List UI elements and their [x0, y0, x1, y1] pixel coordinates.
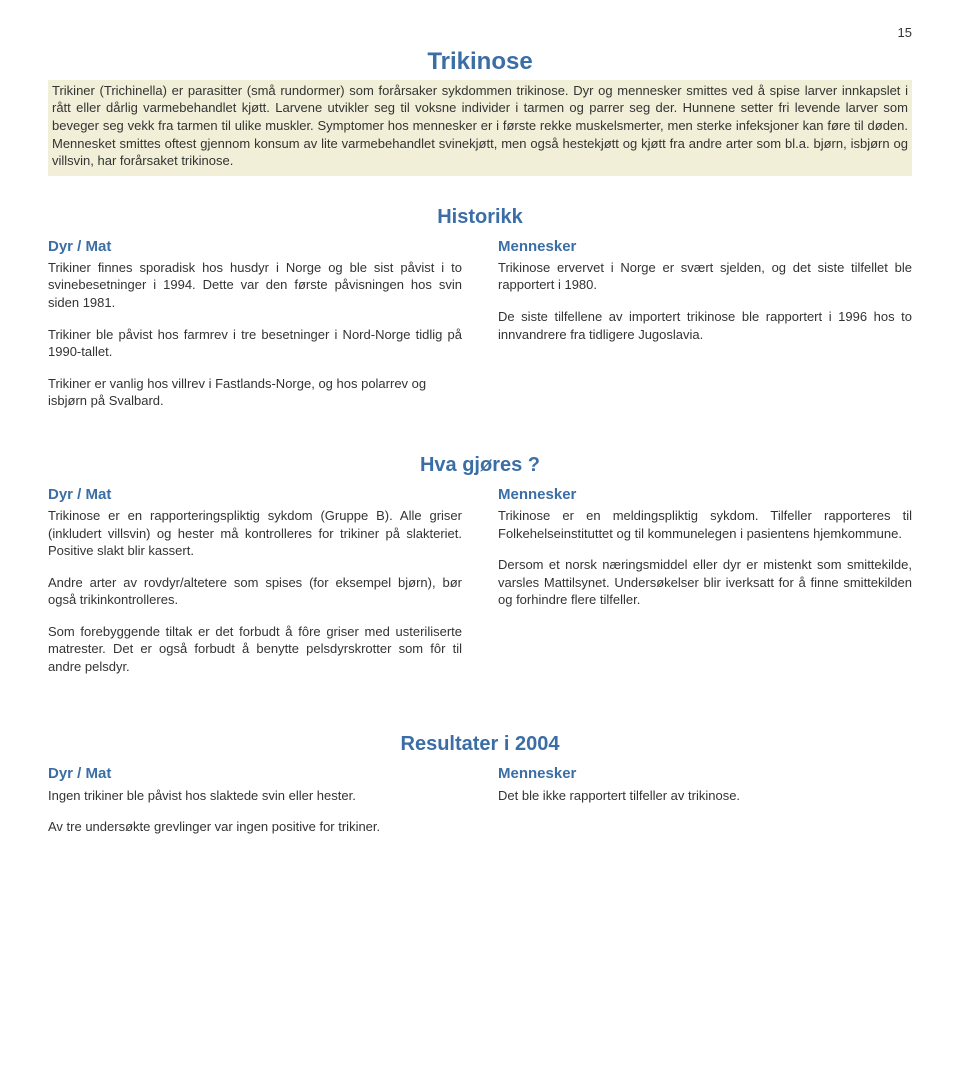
resultater-columns: Dyr / Mat Ingen trikiner ble påvist hos … — [48, 764, 912, 849]
resultater-left-p1: Ingen trikiner ble påvist hos slaktede s… — [48, 787, 462, 805]
resultater-left-p2: Av tre undersøkte grevlinger var ingen p… — [48, 818, 462, 836]
page-title: Trikinose — [48, 46, 912, 78]
historikk-left-p1: Trikiner finnes sporadisk hos husdyr i N… — [48, 259, 462, 312]
hva-gjores-right-p2: Dersom et norsk næringsmiddel eller dyr … — [498, 556, 912, 609]
hva-gjores-right-p1: Trikinose er en meldingspliktig sykdom. … — [498, 507, 912, 542]
section-heading-resultater: Resultater i 2004 — [48, 731, 912, 758]
historikk-right-p2: De siste tilfellene av importert trikino… — [498, 308, 912, 343]
subheading-mennesker: Mennesker — [498, 237, 912, 257]
historikk-right-col: Mennesker Trikinose ervervet i Norge er … — [498, 237, 912, 424]
hva-gjores-columns: Dyr / Mat Trikinose er en rapporteringsp… — [48, 485, 912, 690]
subheading-mennesker: Mennesker — [498, 764, 912, 784]
hva-gjores-left-p1: Trikinose er en rapporteringspliktig syk… — [48, 507, 462, 560]
resultater-left-col: Dyr / Mat Ingen trikiner ble påvist hos … — [48, 764, 462, 849]
intro-box: Trikiner (Trichinella) er parasitter (sm… — [48, 80, 912, 176]
resultater-right-col: Mennesker Det ble ikke rapportert tilfel… — [498, 764, 912, 849]
hva-gjores-left-p3: Som forebyggende tiltak er det forbudt å… — [48, 623, 462, 676]
section-heading-hva-gjores: Hva gjøres ? — [48, 452, 912, 479]
historikk-columns: Dyr / Mat Trikiner finnes sporadisk hos … — [48, 237, 912, 424]
historikk-right-p1: Trikinose ervervet i Norge er svært sjel… — [498, 259, 912, 294]
resultater-right-p1: Det ble ikke rapportert tilfeller av tri… — [498, 787, 912, 805]
hva-gjores-left-col: Dyr / Mat Trikinose er en rapporteringsp… — [48, 485, 462, 690]
hva-gjores-right-col: Mennesker Trikinose er en meldingsplikti… — [498, 485, 912, 690]
historikk-left-p3: Trikiner er vanlig hos villrev i Fastlan… — [48, 375, 462, 410]
section-heading-historikk: Historikk — [48, 204, 912, 231]
subheading-mennesker: Mennesker — [498, 485, 912, 505]
hva-gjores-left-p2: Andre arter av rovdyr/altetere som spise… — [48, 574, 462, 609]
page-number: 15 — [48, 24, 912, 42]
historikk-left-col: Dyr / Mat Trikiner finnes sporadisk hos … — [48, 237, 462, 424]
subheading-dyr-mat: Dyr / Mat — [48, 764, 462, 784]
subheading-dyr-mat: Dyr / Mat — [48, 237, 462, 257]
historikk-left-p2: Trikiner ble påvist hos farmrev i tre be… — [48, 326, 462, 361]
subheading-dyr-mat: Dyr / Mat — [48, 485, 462, 505]
